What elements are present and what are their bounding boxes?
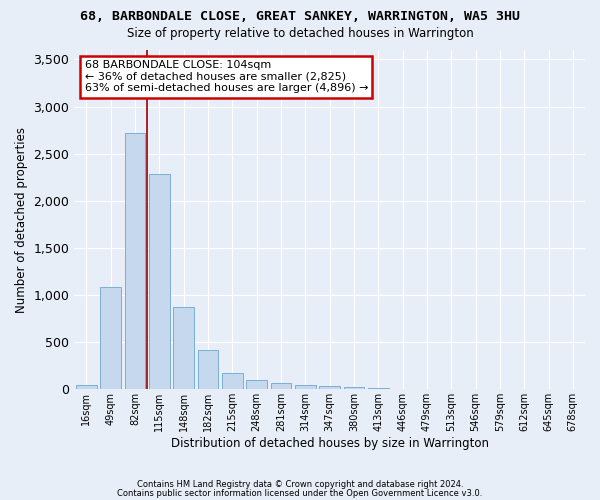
- X-axis label: Distribution of detached houses by size in Warrington: Distribution of detached houses by size …: [170, 437, 488, 450]
- Bar: [295, 384, 316, 390]
- Bar: [149, 174, 170, 390]
- Bar: [198, 350, 218, 390]
- Bar: [319, 386, 340, 390]
- Text: 68, BARBONDALE CLOSE, GREAT SANKEY, WARRINGTON, WA5 3HU: 68, BARBONDALE CLOSE, GREAT SANKEY, WARR…: [80, 10, 520, 23]
- Bar: [247, 380, 267, 390]
- Text: 68 BARBONDALE CLOSE: 104sqm
← 36% of detached houses are smaller (2,825)
63% of : 68 BARBONDALE CLOSE: 104sqm ← 36% of det…: [85, 60, 368, 94]
- Bar: [76, 384, 97, 390]
- Bar: [368, 388, 389, 390]
- Text: Size of property relative to detached houses in Warrington: Size of property relative to detached ho…: [127, 28, 473, 40]
- Bar: [271, 383, 292, 390]
- Bar: [392, 388, 413, 390]
- Text: Contains HM Land Registry data © Crown copyright and database right 2024.: Contains HM Land Registry data © Crown c…: [137, 480, 463, 489]
- Bar: [222, 374, 243, 390]
- Bar: [100, 286, 121, 390]
- Bar: [344, 388, 364, 390]
- Y-axis label: Number of detached properties: Number of detached properties: [15, 126, 28, 312]
- Text: Contains public sector information licensed under the Open Government Licence v3: Contains public sector information licen…: [118, 490, 482, 498]
- Bar: [125, 133, 145, 390]
- Bar: [173, 308, 194, 390]
